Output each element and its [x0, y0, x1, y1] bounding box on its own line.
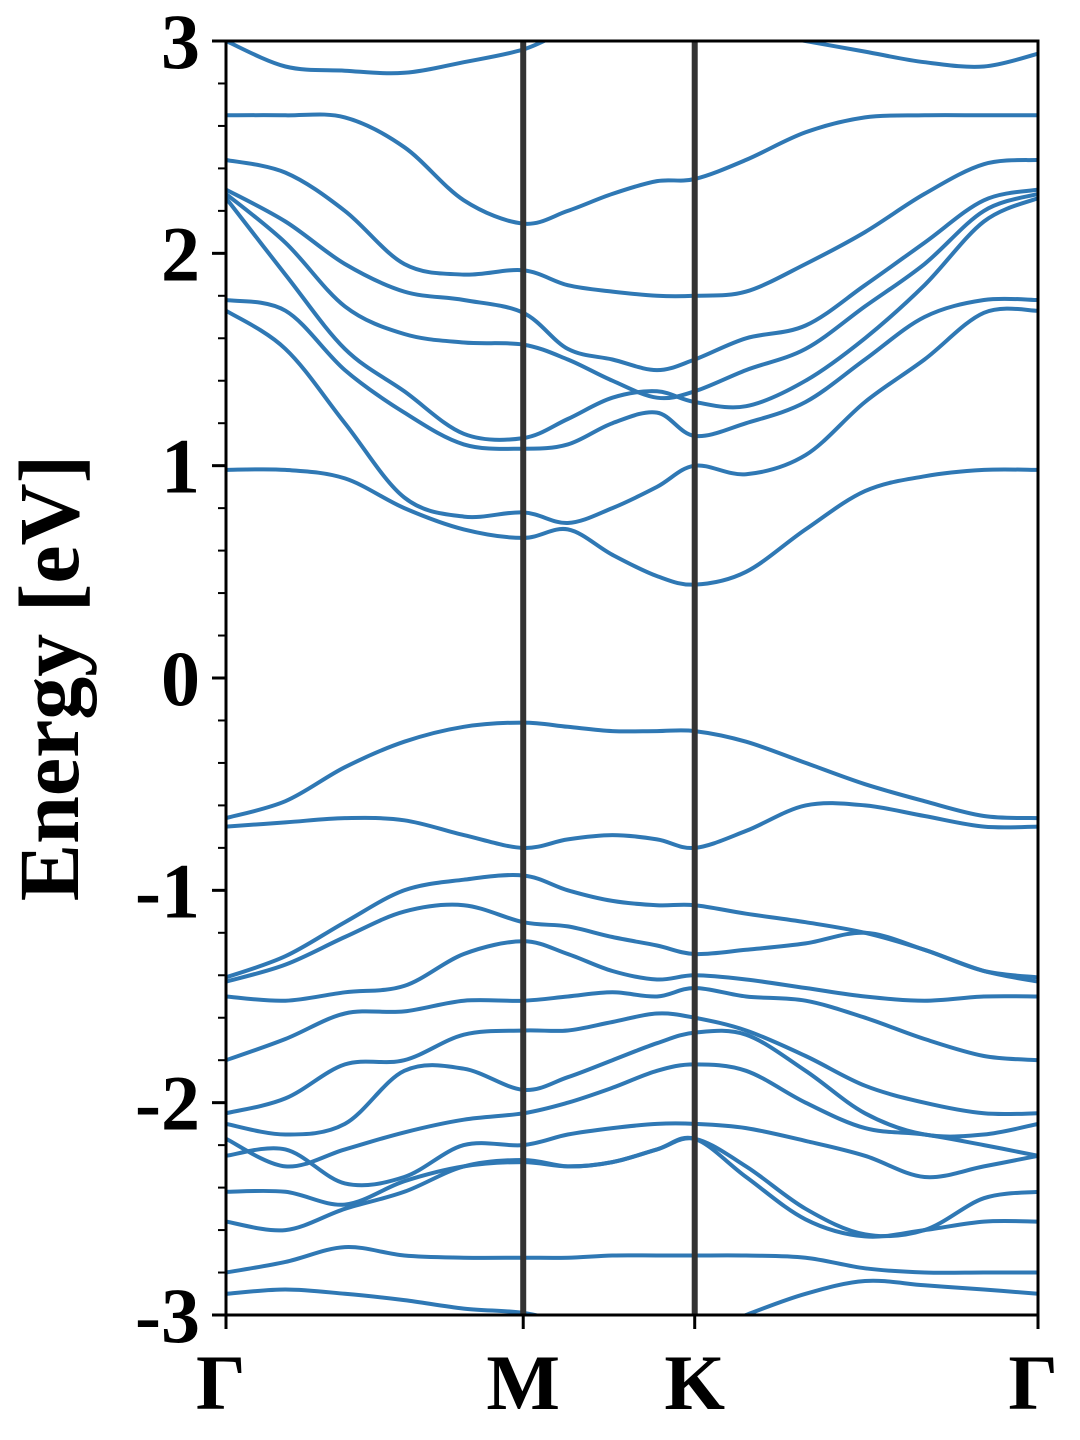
band-line-11 [226, 801, 1038, 851]
band-line-19 [226, 1121, 1038, 1188]
y-axis-label: Energy [eV] [1, 455, 97, 902]
band-line-23 [226, 1278, 1038, 1315]
x-tick-label: Γ [1008, 1339, 1058, 1426]
band-line-5 [226, 191, 1038, 401]
band-line-14 [226, 939, 1038, 1003]
y-ticks: -3 -2 -1 0 1 2 3 [135, 0, 226, 1359]
y-tick-label: 0 [161, 635, 200, 722]
bands-layer [226, 41, 1038, 1315]
band-line-21 [226, 1135, 1038, 1239]
y-tick-label: -2 [135, 1060, 200, 1147]
band-line-8 [226, 306, 1038, 526]
band-line-22 [226, 1245, 1038, 1275]
band-line-1 [226, 41, 1038, 76]
band-line-2 [226, 112, 1038, 226]
band-line-13 [226, 902, 1038, 984]
y-tick-label: -3 [135, 1272, 200, 1359]
band-line-18 [226, 1062, 1038, 1169]
x-tick-label: Γ [196, 1339, 246, 1426]
y-tick-label: 2 [161, 210, 200, 297]
x-tick-label: K [664, 1339, 725, 1426]
band-line-15 [226, 986, 1038, 1063]
band-line-9 [226, 467, 1038, 587]
band-line-10 [226, 720, 1038, 821]
band-line-17 [226, 1028, 1038, 1139]
band-line-6 [226, 196, 1038, 442]
band-line-3 [226, 157, 1038, 299]
band-line-12 [226, 873, 1038, 980]
y-tick-label: 3 [161, 0, 200, 85]
high-symmetry-lines [520, 41, 698, 1315]
y-tick-label: 1 [161, 423, 200, 510]
band-line-20 [226, 1136, 1038, 1239]
band-line-16 [226, 1011, 1038, 1117]
band-line-4 [226, 187, 1038, 373]
band-line-7 [226, 296, 1038, 451]
y-tick-label: -1 [135, 847, 200, 934]
x-tick-label: M [486, 1339, 560, 1426]
